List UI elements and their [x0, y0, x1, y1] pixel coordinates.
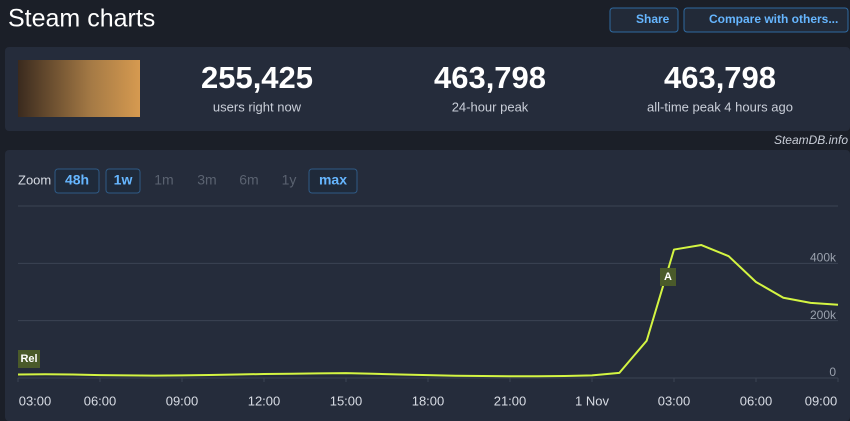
- x-tick-label: 15:00: [330, 393, 363, 408]
- x-tick-label: 03:00: [19, 393, 52, 408]
- zoom-option: 1m: [154, 172, 173, 188]
- zoom-button[interactable]: 48h: [54, 168, 100, 194]
- x-tick-label: 09:00: [805, 393, 838, 408]
- zoom-option: 48h: [65, 172, 89, 188]
- x-tick-label: 06:00: [740, 393, 773, 408]
- x-tick-label: 09:00: [166, 393, 199, 408]
- compare-button[interactable]: Compare with others...: [683, 7, 849, 33]
- annotation-flag: [18, 350, 40, 368]
- zoom-button[interactable]: 1w: [105, 168, 141, 194]
- zoom-button-frame: [105, 168, 141, 194]
- zoom-option: 1y: [282, 172, 297, 188]
- page-title: Steam charts: [8, 5, 155, 33]
- x-tick-label: 21:00: [494, 393, 527, 408]
- zoom-label: Zoom: [18, 172, 51, 187]
- compare-label: Compare with others...: [709, 12, 838, 26]
- zoom-button[interactable]: 1m: [154, 172, 173, 188]
- zoom-option: 6m: [239, 172, 258, 188]
- zoom-option: 1w: [114, 172, 133, 188]
- zoom-button[interactable]: 6m: [239, 172, 258, 188]
- stat-label: all-time peak 4 hours ago: [647, 99, 793, 114]
- x-tick-label: 03:00: [658, 393, 691, 408]
- data-line: [17, 244, 839, 378]
- y-tick-label: 200k: [810, 308, 837, 322]
- annotation: Rel: [20, 353, 37, 365]
- stat-value: 255,425: [201, 60, 313, 95]
- share-label: Share: [636, 12, 670, 26]
- share-button[interactable]: Share: [609, 7, 679, 33]
- stat-label: 24-hour peak: [452, 99, 529, 114]
- stat-value: 463,798: [664, 60, 776, 95]
- y-tick-label: 0: [829, 365, 836, 379]
- zoom-button[interactable]: max: [308, 168, 358, 194]
- x-tick-label: 12:00: [248, 393, 281, 408]
- chart-panel: [5, 150, 850, 421]
- stats-panel: [5, 47, 850, 131]
- zoom-button[interactable]: 3m: [197, 172, 216, 188]
- x-tick-label: 06:00: [84, 393, 117, 408]
- zoom-button-frame: [308, 168, 358, 194]
- source: SteamDB.info: [774, 133, 848, 147]
- annotation-flag: [660, 268, 676, 286]
- x-tick-label: 18:00: [412, 393, 445, 408]
- stat-label: users right now: [213, 99, 302, 114]
- y-tick-label: 400k: [810, 251, 837, 265]
- annotation: A: [664, 271, 672, 283]
- zoom-button-frame: [54, 168, 100, 194]
- zoom-option: max: [319, 172, 347, 188]
- stat-value: 463,798: [434, 60, 546, 95]
- x-tick-label: 1 Nov: [575, 393, 609, 408]
- zoom-button[interactable]: 1y: [282, 172, 297, 188]
- game-image: [18, 60, 140, 117]
- zoom-option: 3m: [197, 172, 216, 188]
